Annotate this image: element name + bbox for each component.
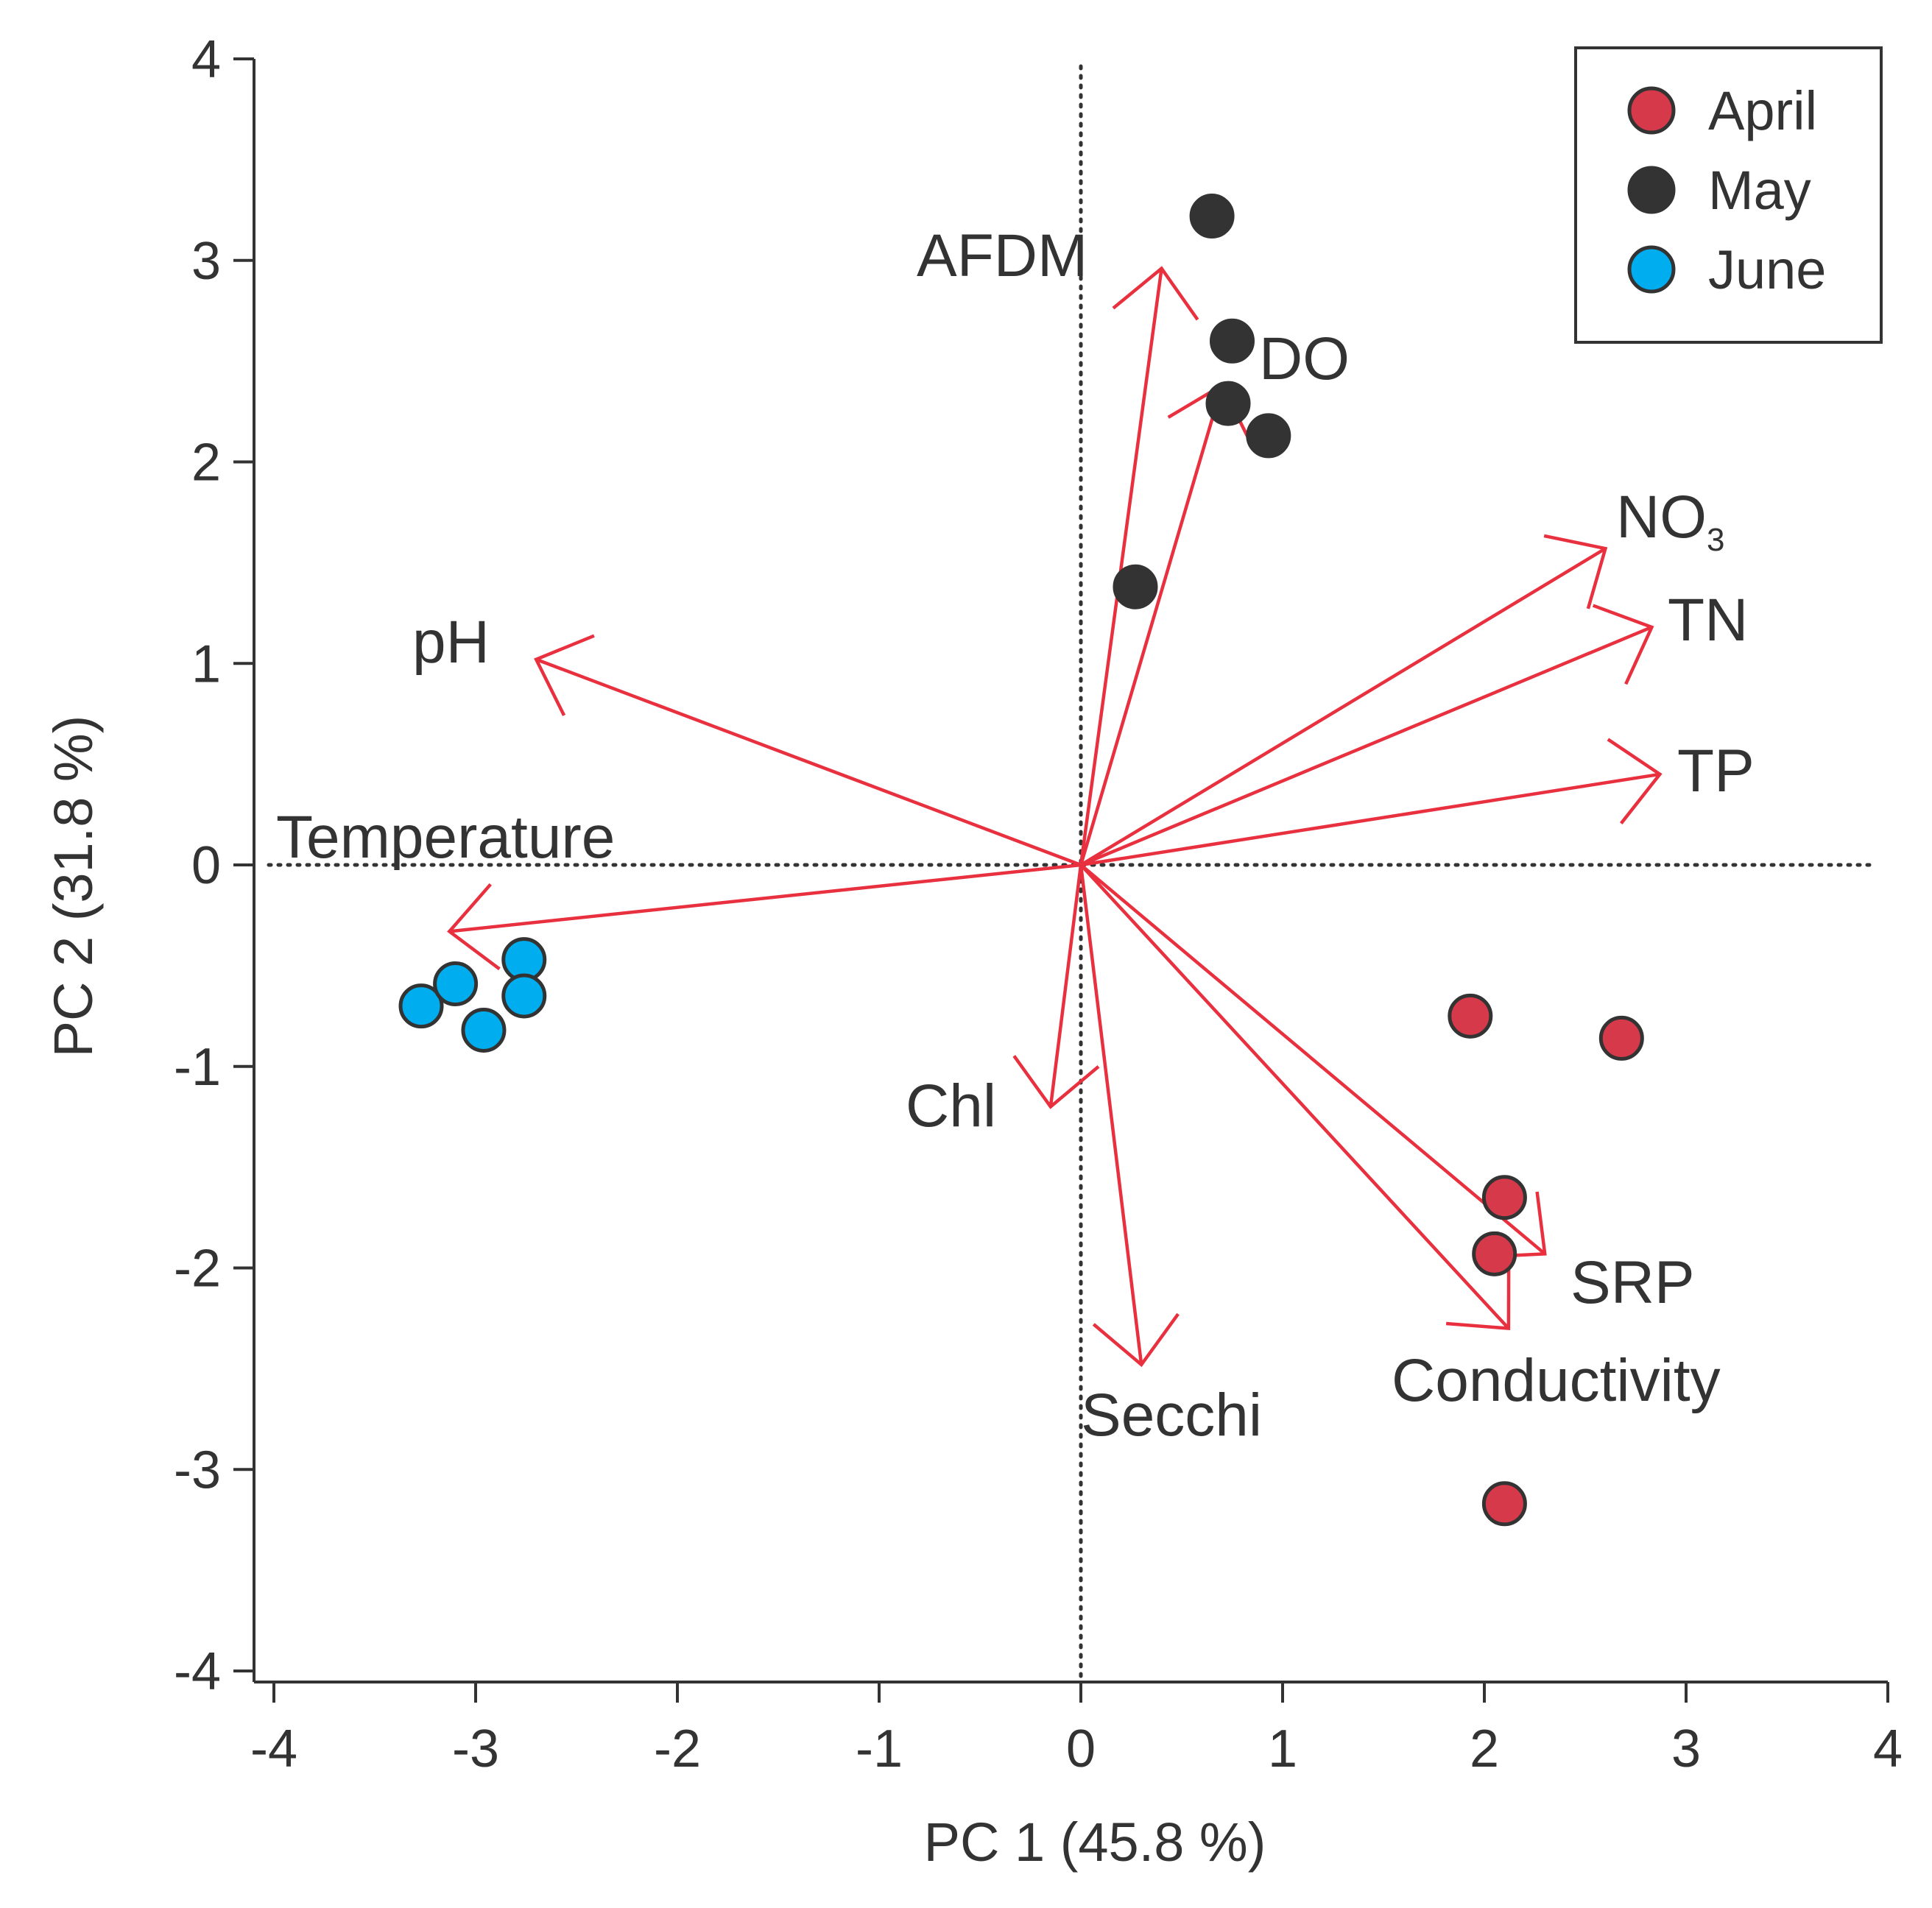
- loading-vector-no: NO3: [1079, 484, 1724, 866]
- loading-vector-conductivity: Conductivity: [1079, 863, 1721, 1414]
- vector-label: TN: [1668, 587, 1748, 654]
- loading-vector-tn: TN: [1080, 587, 1748, 867]
- point-may: [1113, 564, 1158, 610]
- x-axis-title: PC 1 (45.8 %): [924, 1812, 1266, 1873]
- legend: April May June: [1574, 46, 1883, 344]
- vector-arrowhead: [447, 883, 501, 971]
- point-april: [1481, 1481, 1527, 1527]
- x-tick-label: -2: [654, 1720, 701, 1778]
- y-tick-label: -1: [174, 1038, 221, 1097]
- vector-shaft: [1079, 547, 1607, 866]
- vector-arrowhead: [1092, 1312, 1180, 1368]
- vector-label: Secchi: [1081, 1382, 1262, 1449]
- x-tick-label: -1: [856, 1720, 903, 1778]
- vector-label: AFDM: [917, 222, 1087, 289]
- vector-shaft: [1079, 863, 1546, 1256]
- vector-arrowhead: [1607, 738, 1663, 824]
- y-tick-label: -2: [174, 1240, 221, 1298]
- legend-marker-june: [1627, 245, 1676, 294]
- point-april: [1472, 1231, 1517, 1276]
- y-tick-label: -4: [174, 1642, 221, 1701]
- vector-label-subscript: 3: [1707, 522, 1724, 558]
- y-tick-label: 0: [191, 836, 221, 895]
- point-april: [1598, 1015, 1644, 1061]
- y-tick-label: 3: [191, 232, 221, 291]
- vector-shaft: [535, 657, 1082, 867]
- x-tick-label: -4: [250, 1720, 297, 1778]
- vector-arrowhead: [1012, 1055, 1100, 1109]
- vector-shaft: [1079, 384, 1224, 866]
- x-tick-label: 4: [1873, 1720, 1903, 1778]
- legend-label-april: April: [1708, 80, 1817, 141]
- loading-vector-temperature: Temperature: [276, 804, 1082, 971]
- vector-label: Temperature: [276, 804, 615, 871]
- vector-label: pH: [412, 609, 490, 676]
- loading-vector-ph: pH: [412, 609, 1082, 867]
- y-tick-label: 4: [191, 30, 221, 89]
- y-tick-label: -3: [174, 1441, 221, 1499]
- vector-shaft: [449, 863, 1082, 933]
- point-may: [1189, 194, 1235, 239]
- vector-label: SRP: [1570, 1249, 1695, 1316]
- loading-vector-srp: SRP: [1079, 863, 1695, 1316]
- loading-vector-secchi: Secchi: [1079, 864, 1262, 1449]
- loading-vectors: AFDM DO NO3 TN TP pH Temperature Chl Secchi Condu…: [276, 222, 1755, 1449]
- vector-shaft: [1080, 772, 1660, 867]
- vector-arrowhead: [1592, 604, 1654, 685]
- x-tick-label: -3: [452, 1720, 499, 1778]
- vector-label: Chl: [906, 1073, 996, 1140]
- vector-shaft: [1079, 863, 1510, 1330]
- y-axis-title: PC 2 (31.8 %): [43, 716, 104, 1058]
- axes: -4 -3 -2 -1 0 1 2 3 4 4 3 2 1 0 -1 -2 -3 -4: [174, 30, 1903, 1778]
- legend-label-june: June: [1708, 239, 1826, 300]
- point-may: [1205, 381, 1251, 426]
- y-tick-label: 2: [191, 434, 221, 492]
- point-june: [461, 1007, 507, 1053]
- legend-box: [1574, 46, 1883, 344]
- x-tick-label: 2: [1470, 1720, 1499, 1778]
- loading-vector-tp: TP: [1080, 738, 1755, 867]
- x-tick-label: 3: [1671, 1720, 1701, 1778]
- y-tick-label: 1: [191, 635, 221, 693]
- point-june: [501, 973, 547, 1019]
- vector-label: Conductivity: [1392, 1347, 1721, 1414]
- vector-label: NO3: [1616, 484, 1724, 558]
- point-june: [398, 983, 444, 1029]
- vector-shaft: [1080, 625, 1653, 867]
- vector-shaft: [1079, 864, 1143, 1365]
- vector-label: TP: [1677, 738, 1755, 805]
- point-april: [1481, 1175, 1527, 1220]
- point-june: [433, 961, 479, 1007]
- data-points: [398, 194, 1644, 1527]
- loading-vector-chl: Chl: [906, 864, 1100, 1140]
- vector-arrowhead: [534, 634, 595, 716]
- point-april: [1448, 993, 1493, 1039]
- vector-arrowhead: [1543, 534, 1608, 610]
- vector-shaft: [1048, 864, 1083, 1107]
- vector-shaft: [1079, 268, 1163, 866]
- legend-marker-may: [1627, 166, 1676, 214]
- loading-vector-do: DO: [1079, 325, 1350, 866]
- vector-label: DO: [1259, 325, 1350, 392]
- x-tick-label: 0: [1066, 1720, 1096, 1778]
- legend-label-may: May: [1708, 160, 1811, 221]
- point-may: [1246, 413, 1291, 459]
- point-may: [1210, 318, 1255, 364]
- loading-vector-afdm: AFDM: [917, 222, 1199, 866]
- x-tick-label: 1: [1268, 1720, 1297, 1778]
- legend-marker-april: [1627, 86, 1676, 135]
- vector-arrowhead: [1445, 1265, 1511, 1331]
- vector-arrowhead: [1112, 266, 1199, 321]
